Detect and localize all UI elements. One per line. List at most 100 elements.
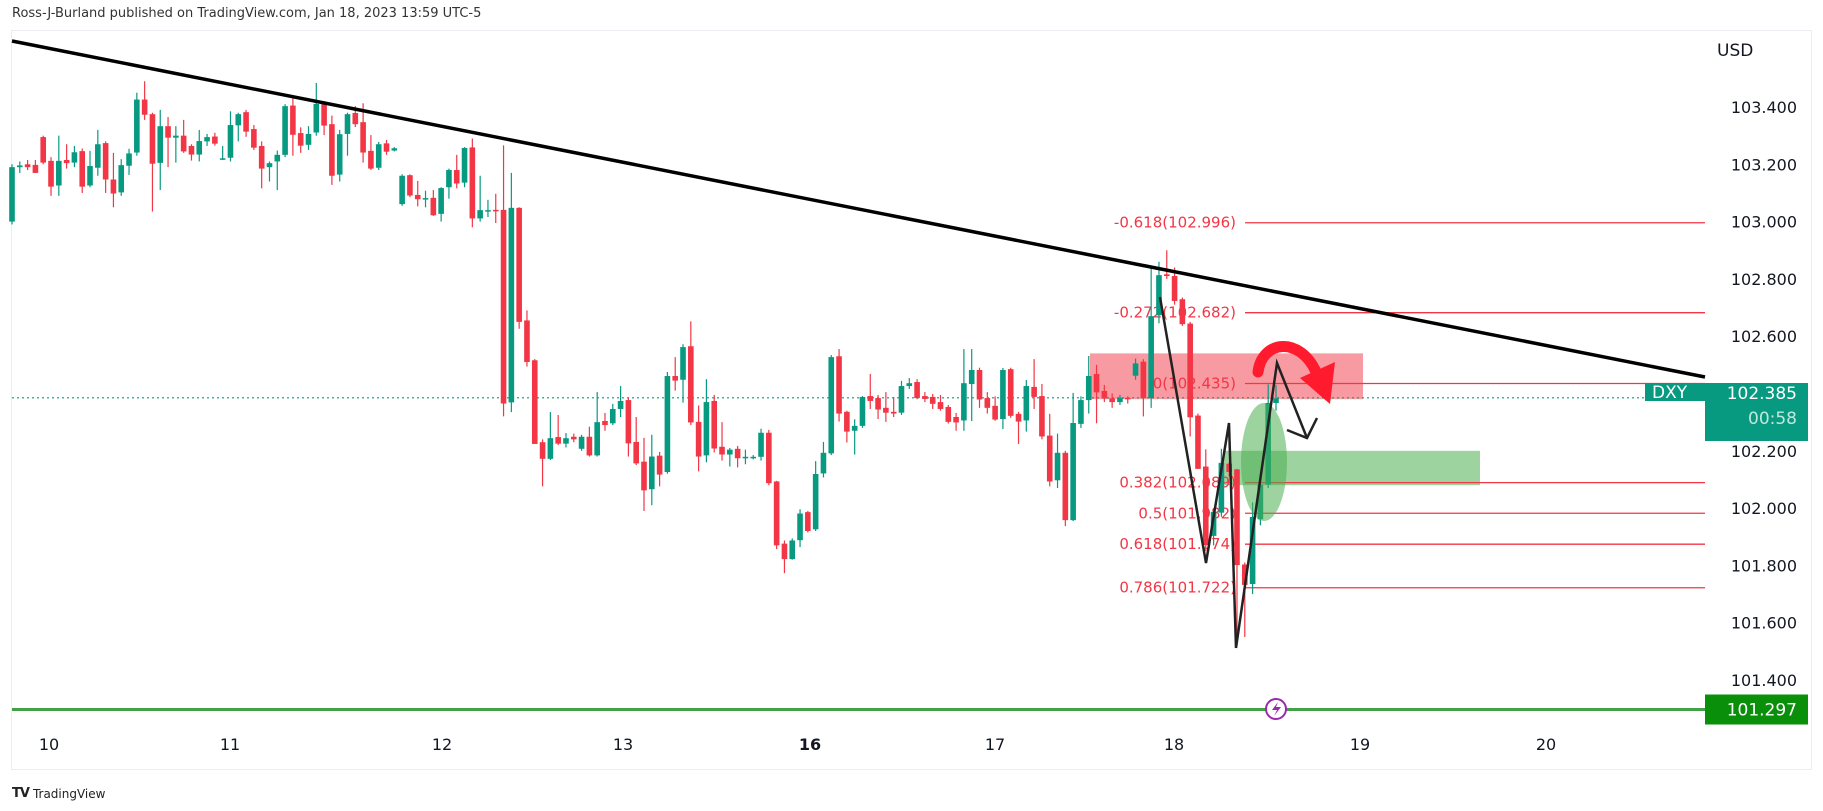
candle[interactable] [141,81,148,120]
candle[interactable] [477,175,483,222]
candle[interactable] [672,357,679,391]
candle[interactable] [547,412,554,460]
candle[interactable] [766,429,772,486]
candle[interactable] [180,119,187,153]
candle[interactable] [1124,396,1131,404]
candle[interactable] [664,372,671,474]
candle[interactable] [399,174,405,206]
candle[interactable] [688,321,694,426]
candle[interactable] [750,455,757,460]
candle[interactable] [1117,394,1123,405]
candle[interactable] [1187,321,1193,437]
candle[interactable] [898,380,905,415]
fib-retracement[interactable]: -0.618(102.996) -0.272(102.682) 0(102.435)… [1114,214,1705,597]
candle[interactable] [9,164,15,225]
candle[interactable] [485,199,491,218]
candle[interactable] [961,349,967,431]
candle[interactable] [32,160,39,173]
candle[interactable] [890,396,897,417]
candle[interactable] [118,159,125,196]
candle[interactable] [453,154,460,189]
candle[interactable] [173,126,179,163]
candle[interactable] [867,374,874,409]
candle[interactable] [734,445,741,468]
candle[interactable] [859,396,866,428]
candle[interactable] [258,141,265,189]
candle[interactable] [71,145,78,168]
candle[interactable] [266,161,273,182]
candle[interactable] [321,101,327,136]
candle[interactable] [290,97,296,156]
candle[interactable] [695,405,702,472]
candle[interactable] [953,412,959,431]
candle[interactable] [968,349,975,422]
candle[interactable] [1078,396,1084,428]
candle[interactable] [1241,562,1248,638]
candle[interactable] [126,148,132,175]
candle[interactable] [305,126,312,150]
candle[interactable] [1234,468,1240,643]
candle[interactable] [524,310,530,367]
candle[interactable] [24,160,31,171]
candle[interactable] [836,349,842,422]
candle[interactable] [594,392,600,457]
candle[interactable] [297,127,304,153]
candle[interactable] [102,141,109,193]
candle[interactable] [617,386,624,417]
candle[interactable] [531,359,538,444]
candle[interactable] [563,433,569,448]
candle[interactable] [500,145,507,417]
candle[interactable] [329,115,335,185]
candle[interactable] [1109,393,1115,408]
candle[interactable] [375,141,382,171]
candle[interactable] [711,394,718,453]
candle[interactable] [1093,364,1100,424]
candle[interactable] [282,104,288,158]
candle[interactable] [1031,359,1037,409]
candle[interactable] [243,109,249,137]
candle[interactable] [149,112,156,212]
candle[interactable] [1132,358,1139,380]
candle[interactable] [274,150,281,191]
candle[interactable] [758,428,764,461]
candle[interactable] [1156,261,1162,324]
candle[interactable] [875,394,881,419]
candle[interactable] [1070,392,1076,521]
candle[interactable] [1000,368,1006,430]
candle[interactable] [992,396,998,421]
reversal-arrow-icon[interactable] [1252,341,1335,404]
candle[interactable] [63,144,70,169]
candle[interactable] [212,132,218,146]
candle[interactable] [649,434,655,506]
candle[interactable] [742,449,749,465]
candle[interactable] [157,109,164,191]
candle[interactable] [188,144,195,161]
candle[interactable] [1054,433,1061,489]
candle[interactable] [414,180,421,207]
candle[interactable] [570,433,577,443]
candle[interactable] [56,135,62,196]
candle[interactable] [492,193,499,224]
candle[interactable] [851,419,858,455]
descending-trendline[interactable] [11,39,1706,379]
candle[interactable] [1273,384,1279,411]
candle[interactable] [797,509,803,548]
candle[interactable] [1195,413,1201,469]
candle[interactable] [1179,297,1186,326]
candle[interactable] [165,117,171,168]
candle[interactable] [625,398,632,457]
candle[interactable] [789,538,796,560]
candle[interactable] [945,404,952,424]
candle[interactable] [844,410,850,443]
candle[interactable] [1148,266,1154,408]
candle[interactable] [235,112,242,142]
candle[interactable] [812,461,819,532]
candle[interactable] [1023,380,1030,432]
candle[interactable] [17,161,23,173]
candle[interactable] [1046,413,1053,487]
candle[interactable] [633,416,639,466]
candle[interactable] [1085,355,1092,414]
candle[interactable] [937,394,944,411]
candle[interactable] [1062,450,1069,527]
